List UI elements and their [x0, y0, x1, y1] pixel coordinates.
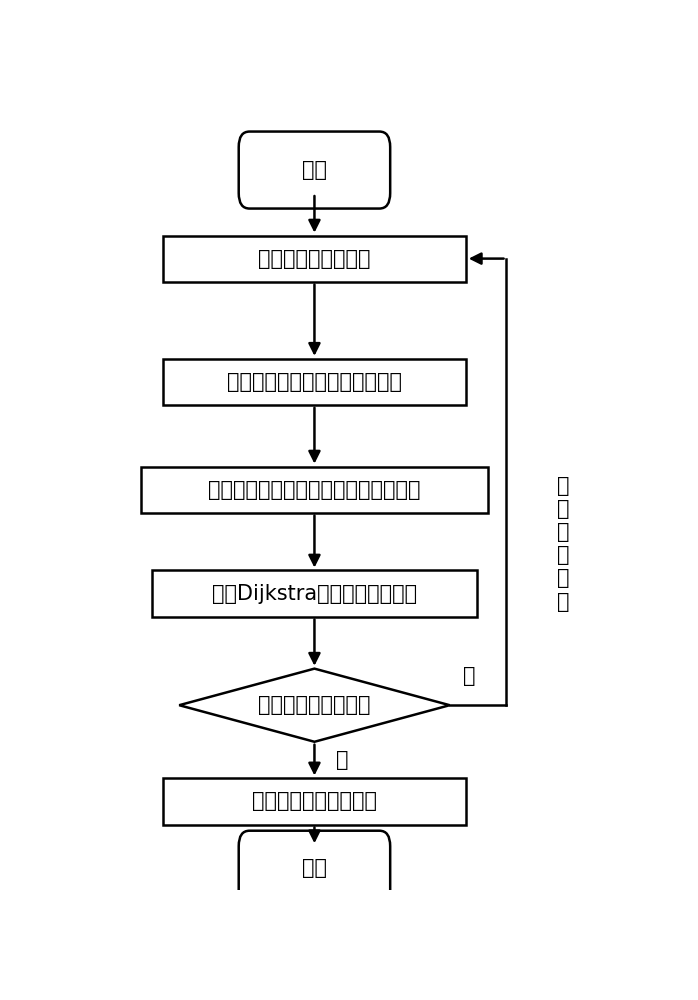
Text: 输出最优路径规划方案: 输出最优路径规划方案: [252, 791, 377, 811]
Text: 否: 否: [463, 666, 476, 686]
Text: 扩
大
搜
索
区
域: 扩 大 搜 索 区 域: [557, 476, 570, 611]
Polygon shape: [179, 669, 450, 742]
Bar: [163, 236, 466, 282]
FancyBboxPatch shape: [239, 831, 390, 906]
Text: 初始化商品价格信息: 初始化商品价格信息: [258, 249, 371, 269]
Text: 根据Dijkstra算法规划最短路径: 根据Dijkstra算法规划最短路径: [212, 584, 417, 604]
FancyBboxPatch shape: [239, 132, 390, 209]
Text: 开始: 开始: [302, 160, 327, 180]
Bar: [163, 778, 466, 825]
Bar: [141, 466, 487, 513]
Text: 是: 是: [336, 750, 348, 770]
Bar: [152, 570, 477, 617]
Text: 筛选符合商品配送目的地的厂家: 筛选符合商品配送目的地的厂家: [227, 372, 402, 392]
Text: 本区域内搜索符合需求商品数量的选择: 本区域内搜索符合需求商品数量的选择: [208, 480, 421, 500]
Text: 是否满意规划的路径: 是否满意规划的路径: [258, 695, 371, 715]
Bar: [163, 359, 466, 405]
Text: 结束: 结束: [302, 858, 327, 878]
